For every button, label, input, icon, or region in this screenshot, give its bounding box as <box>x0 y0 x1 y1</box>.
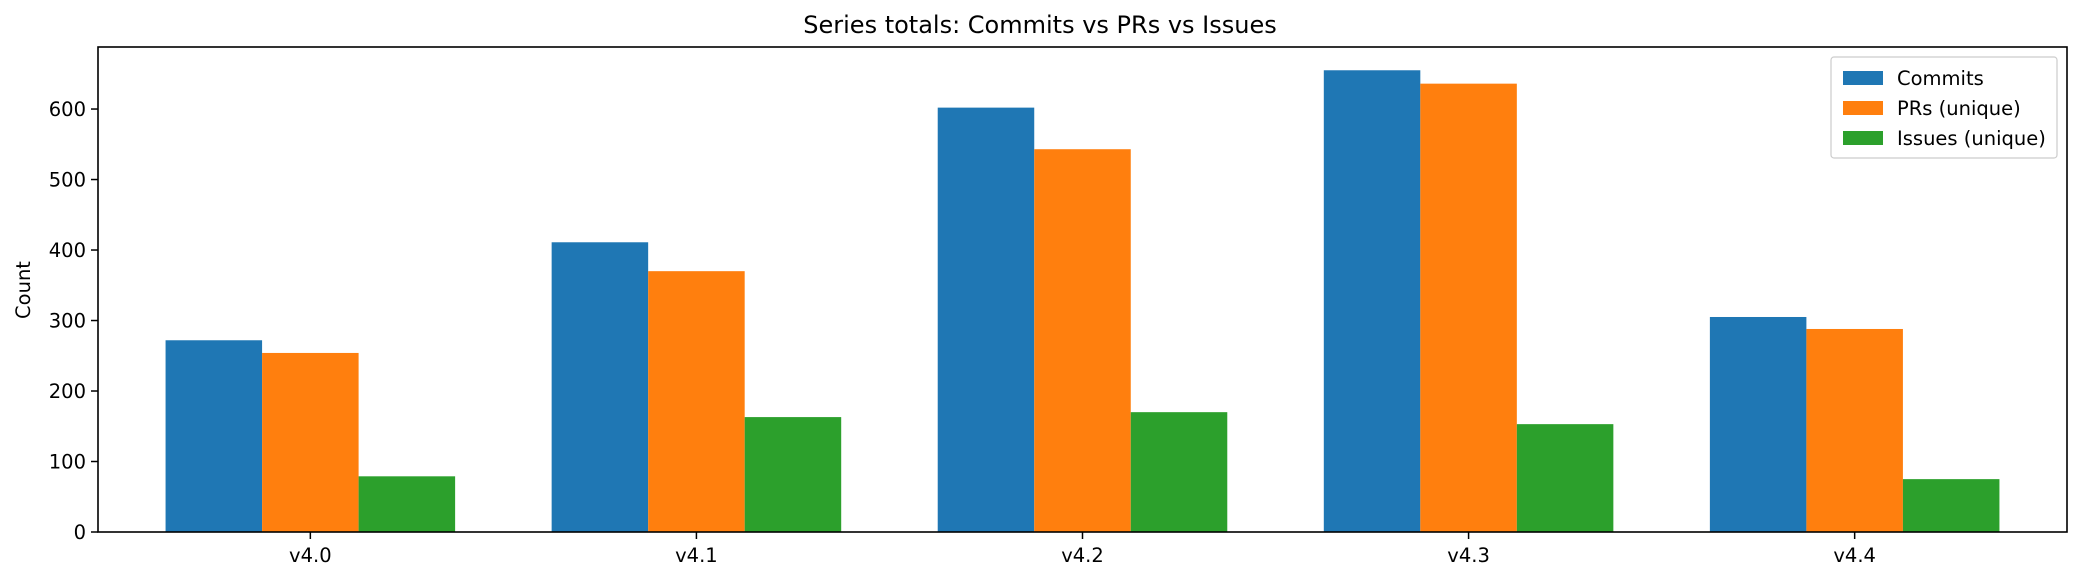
y-tick-label: 600 <box>49 98 86 121</box>
bar-v4-2-commits <box>937 107 1035 532</box>
legend-swatch-prs-unique <box>1843 101 1883 115</box>
plot-frame <box>97 46 2068 533</box>
legend-swatch-commits <box>1843 71 1883 85</box>
y-tick-label: 0 <box>74 521 86 544</box>
bar-v4-0-issues-unique <box>358 476 456 532</box>
x-tick-label: v4.1 <box>675 544 718 567</box>
x-axis-ticks: v4.0 v4.1 v4.2 v4.3 v4.4 <box>289 532 1876 567</box>
bar-v4-4-issues-unique <box>1902 479 2000 532</box>
chart-title: Series totals: Commits vs PRs vs Issues <box>803 11 1276 39</box>
x-tick-label: v4.2 <box>1061 544 1104 567</box>
bar-v4-1-prs-unique <box>648 271 745 532</box>
x-tick-label: v4.0 <box>289 544 332 567</box>
y-tick-label: 400 <box>49 239 86 262</box>
y-tick-label: 500 <box>49 169 86 192</box>
legend-box <box>1830 56 2058 159</box>
y-tick-label: 200 <box>49 380 86 403</box>
y-tick-label: 100 <box>49 451 86 474</box>
legend-label-prs-unique: PRs (unique) <box>1897 97 2021 120</box>
y-tick-label: 300 <box>49 310 86 333</box>
legend-swatch-issues-unique <box>1843 131 1883 145</box>
x-tick-label: v4.4 <box>1833 544 1876 567</box>
y-axis-label: Count <box>12 261 35 319</box>
legend-label-issues-unique: Issues (unique) <box>1897 127 2046 150</box>
bar-v4-2-prs-unique <box>1034 149 1131 533</box>
bars-group <box>165 70 2000 533</box>
legend-label-commits: Commits <box>1897 67 1984 90</box>
bar-v4-3-issues-unique <box>1516 424 1614 532</box>
bar-v4-4-prs-unique <box>1806 328 1903 532</box>
y-axis-ticks: 0 100 200 300 400 500 600 <box>49 98 98 544</box>
legend: Commits PRs (unique) Issues (unique) <box>1830 56 2058 159</box>
bar-v4-1-commits <box>551 242 649 532</box>
bar-v4-1-issues-unique <box>744 417 842 532</box>
bar-v4-2-issues-unique <box>1130 412 1228 532</box>
bar-v4-3-commits <box>1323 70 1421 532</box>
bar-v4-0-prs-unique <box>262 352 359 532</box>
x-tick-label: v4.3 <box>1447 544 1490 567</box>
bar-v4-4-commits <box>1709 316 1807 532</box>
bar-v4-3-prs-unique <box>1420 83 1517 532</box>
bar-v4-0-commits <box>165 340 263 532</box>
